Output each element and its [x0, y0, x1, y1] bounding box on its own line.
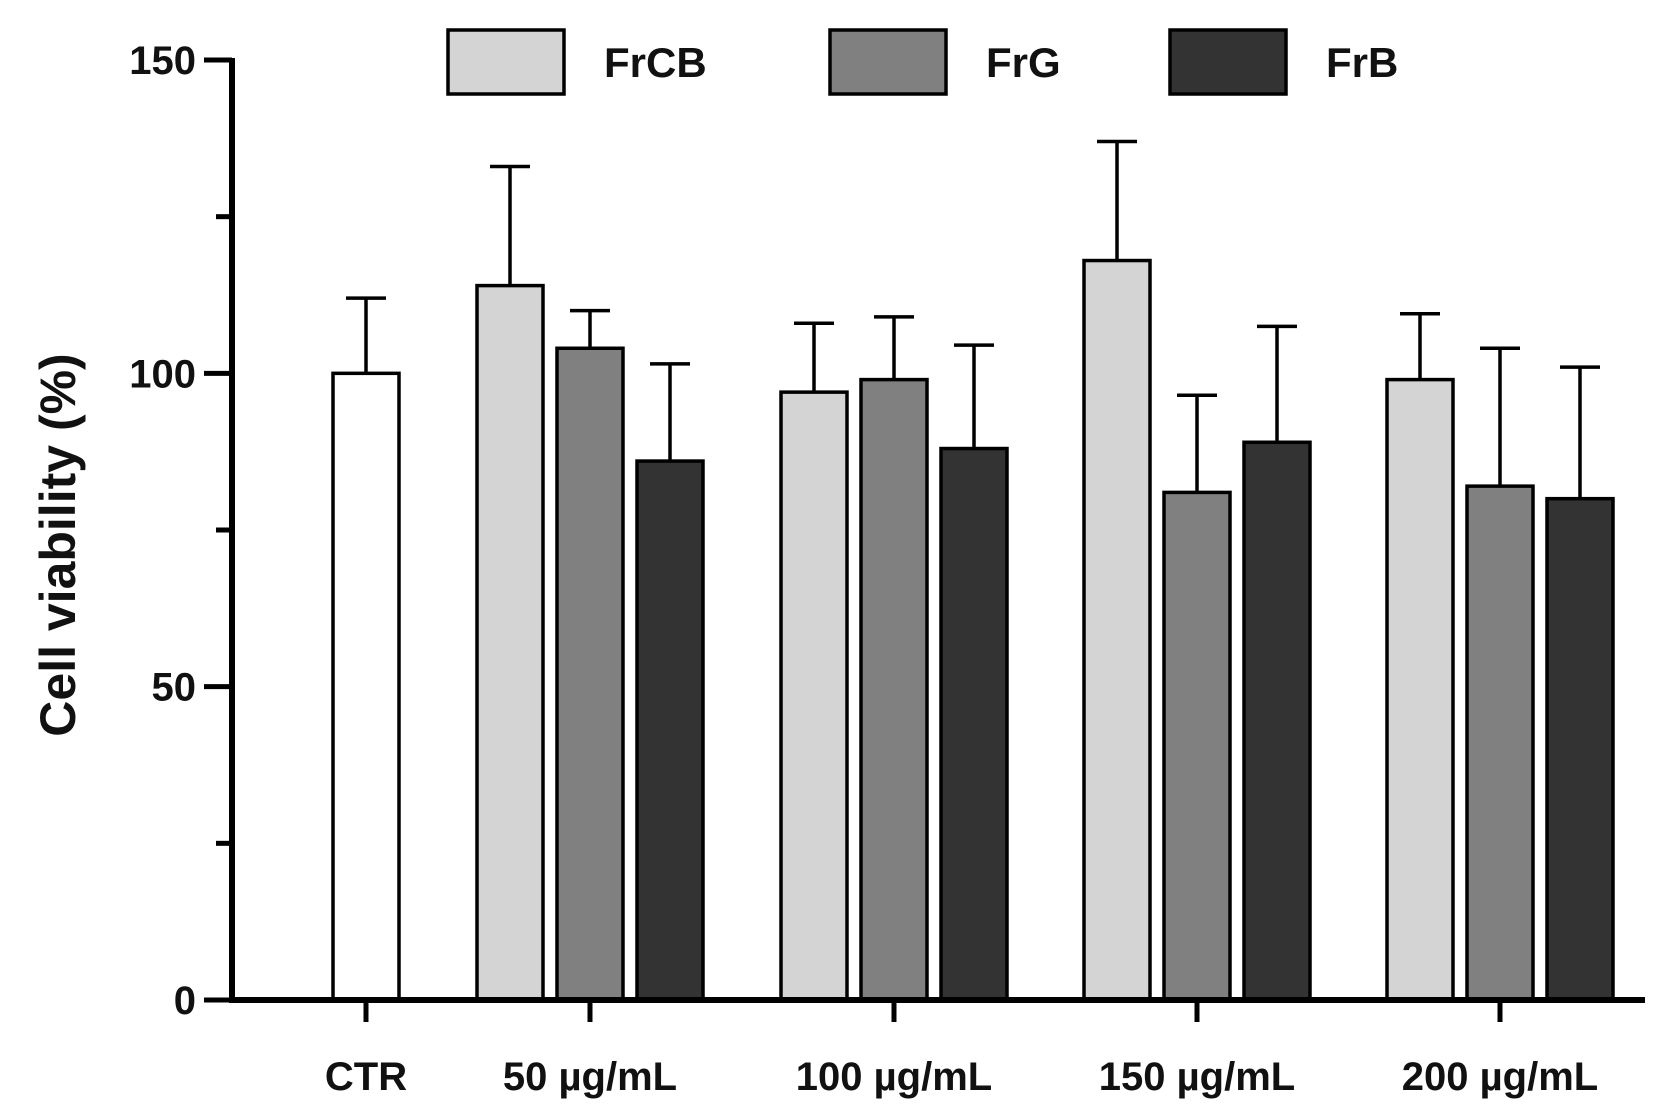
y-tick-label-100: 100	[129, 352, 196, 396]
frg-1-bar	[555, 346, 625, 1002]
y-tick-label-150: 150	[129, 39, 196, 83]
legend-label-frg: FrG	[986, 39, 1061, 86]
x-tick-label-2: 100 µg/mL	[796, 1055, 992, 1099]
legend-swatch-frg	[828, 28, 948, 96]
y-axis-title: Cell viability (%)	[30, 353, 86, 736]
frb-3-bar	[1242, 440, 1312, 1002]
ticks-layer: 0 50 100 150 CTR 50 µg/mL 100 µg/mL 150 µg/mL 20…	[129, 39, 1598, 1099]
y-tick-label-50: 50	[152, 666, 197, 710]
legend: FrCB FrG FrB	[446, 28, 1398, 96]
x-tick-label-0: CTR	[325, 1055, 407, 1099]
ctr-bar	[331, 371, 401, 1002]
legend-label-frcb: FrCB	[604, 39, 707, 86]
frg-3-bar	[1162, 490, 1232, 1002]
frg-2-bar	[859, 377, 929, 1002]
x-tick-label-1: 50 µg/mL	[503, 1055, 677, 1099]
legend-swatch-frcb	[446, 28, 566, 96]
frcb-4-bar	[1385, 377, 1455, 1002]
frb-2-bar	[939, 446, 1009, 1002]
x-tick-label-3: 150 µg/mL	[1099, 1055, 1295, 1099]
legend-label-frb: FrB	[1326, 39, 1398, 86]
legend-swatch-frb	[1168, 28, 1288, 96]
frcb-2-bar	[779, 390, 849, 1002]
frb-4-bar	[1545, 496, 1615, 1002]
frg-4-bar	[1465, 484, 1535, 1002]
y-tick-label-0: 0	[174, 979, 196, 1023]
bars-layer	[331, 139, 1615, 1002]
frcb-3-bar	[1082, 258, 1152, 1002]
frcb-1-bar	[475, 283, 545, 1002]
frb-1-bar	[635, 459, 705, 1002]
x-tick-label-4: 200 µg/mL	[1402, 1055, 1598, 1099]
